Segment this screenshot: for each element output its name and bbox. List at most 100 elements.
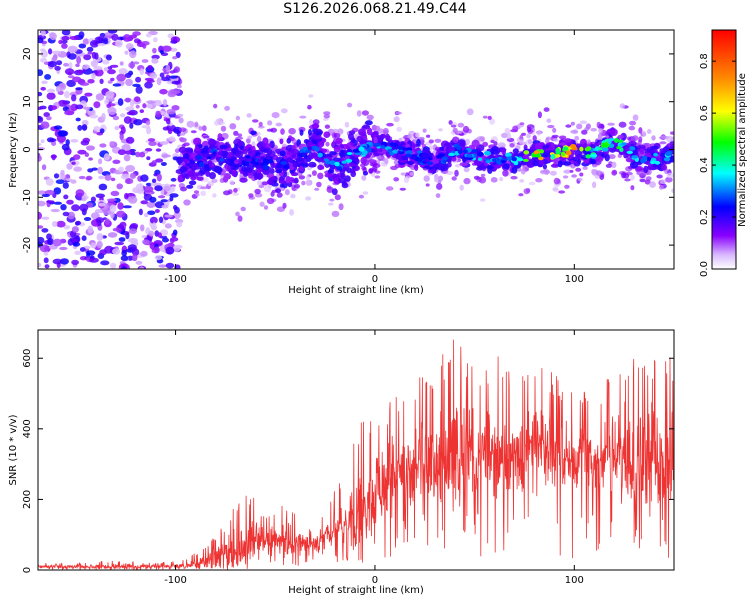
- noise-blob: [72, 76, 82, 83]
- noise-blob: [45, 178, 54, 186]
- noise-blob: [124, 150, 135, 155]
- noise-blob: [140, 250, 148, 257]
- snr-y-label: SNR (10 * v/v): [8, 414, 19, 485]
- ridge-blob: [601, 146, 609, 152]
- band-blob: [308, 161, 317, 168]
- haze-blob: [487, 115, 492, 120]
- noise-blob: [41, 216, 50, 220]
- ridge-blob: [387, 148, 392, 153]
- band-blob: [576, 158, 582, 164]
- haze-blob: [311, 170, 317, 176]
- noise-blob: [169, 238, 175, 244]
- noise-blob: [163, 185, 171, 192]
- haze-blob: [202, 135, 210, 139]
- noise-blob: [104, 98, 109, 106]
- haze-blob: [611, 161, 617, 168]
- chart-title: S126.2026.068.21.49.C44: [283, 1, 467, 17]
- noise-blob: [176, 221, 183, 228]
- noise-blob: [83, 217, 92, 221]
- noise-blob: [157, 232, 162, 238]
- haze-blob: [582, 166, 588, 170]
- noise-blob: [129, 122, 134, 129]
- band-blob: [341, 182, 349, 189]
- band-blob: [523, 144, 528, 151]
- haze-blob: [252, 119, 259, 123]
- haze-blob: [305, 179, 312, 186]
- band-blob: [177, 174, 184, 183]
- ridge-blob: [428, 156, 433, 161]
- band-blob: [245, 167, 253, 174]
- haze-blob: [258, 121, 263, 127]
- noise-blob: [70, 139, 79, 143]
- haze-blob: [605, 163, 613, 168]
- ridge-blob: [442, 156, 448, 161]
- x-tick-label: 100: [565, 274, 584, 285]
- noise-blob: [116, 210, 126, 218]
- haze-blob: [592, 181, 597, 189]
- noise-blob: [55, 85, 61, 93]
- noise-blob: [107, 232, 118, 238]
- haze-blob: [396, 126, 403, 132]
- noise-blob: [146, 104, 154, 109]
- band-blob: [256, 142, 263, 148]
- band-blob: [362, 171, 369, 176]
- haze-blob: [455, 163, 462, 168]
- ridge-blob: [618, 139, 624, 143]
- haze-blob: [195, 193, 200, 197]
- noise-blob: [107, 107, 117, 115]
- noise-blob: [107, 66, 113, 70]
- haze-blob: [426, 134, 431, 138]
- noise-blob: [169, 193, 179, 198]
- haze-blob: [596, 121, 601, 129]
- ridge-blob: [245, 157, 253, 162]
- noise-blob: [95, 217, 105, 224]
- haze-blob: [385, 186, 394, 191]
- noise-blob: [130, 223, 139, 229]
- haze-blob: [651, 135, 656, 141]
- ridge-blob: [421, 153, 429, 159]
- noise-blob: [159, 88, 168, 95]
- noise-blob: [151, 160, 158, 165]
- noise-blob: [40, 50, 48, 58]
- noise-blob: [147, 65, 153, 70]
- haze-blob: [586, 139, 591, 144]
- haze-blob: [294, 184, 300, 189]
- noise-blob: [170, 186, 176, 192]
- noise-blob: [59, 246, 68, 251]
- noise-blob: [75, 87, 83, 91]
- noise-blob: [112, 83, 122, 87]
- noise-blob: [110, 190, 120, 197]
- haze-blob: [284, 189, 290, 196]
- noise-blob: [38, 116, 44, 123]
- noise-blob: [48, 48, 53, 55]
- band-blob: [242, 148, 249, 155]
- ridge-blob: [653, 152, 658, 157]
- band-blob: [669, 141, 674, 146]
- band-blob: [629, 160, 639, 169]
- haze-blob: [301, 180, 306, 186]
- noise-blob: [129, 172, 137, 179]
- haze-blob: [512, 125, 519, 132]
- noise-blob: [119, 113, 126, 118]
- band-blob: [623, 152, 629, 159]
- haze-blob: [479, 198, 486, 202]
- band-blob: [177, 157, 182, 166]
- noise-blob: [142, 43, 147, 49]
- noise-blob: [41, 193, 50, 198]
- noise-blob: [73, 154, 81, 160]
- noise-blob: [91, 72, 96, 80]
- noise-blob: [63, 62, 69, 67]
- haze-blob: [316, 181, 322, 188]
- noise-blob: [98, 183, 108, 191]
- noise-blob: [170, 89, 181, 94]
- noise-blob: [146, 156, 151, 161]
- band-blob: [187, 170, 196, 175]
- noise-blob: [122, 34, 132, 42]
- haze-blob: [562, 175, 569, 179]
- ridge-blob: [505, 152, 512, 158]
- noise-blob: [71, 161, 76, 165]
- noise-blob: [66, 79, 76, 88]
- haze-blob: [563, 169, 572, 174]
- noise-blob: [116, 73, 126, 82]
